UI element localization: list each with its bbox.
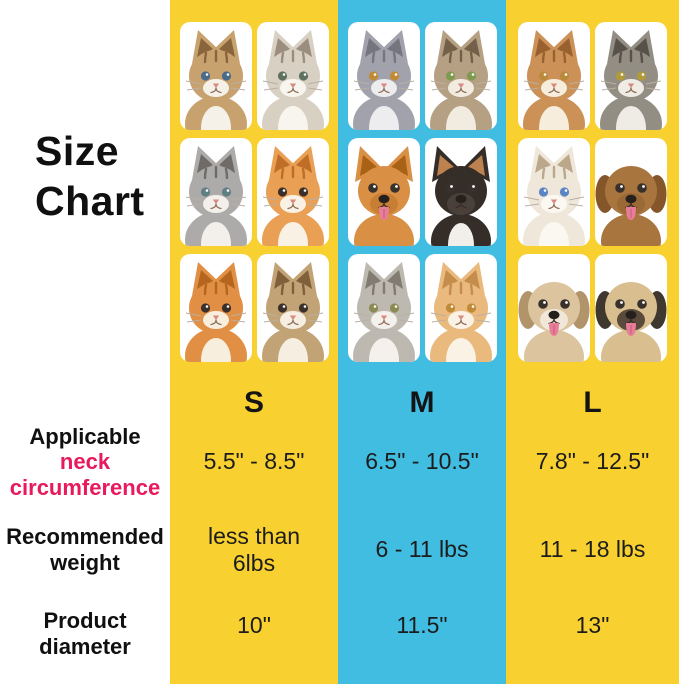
- pet-photo-havanese-puppy: [518, 254, 590, 362]
- pet-photo-silver-tabby-kitten: [256, 22, 329, 130]
- page-title: Size Chart: [35, 128, 145, 225]
- neck-label-line3: circumference: [9, 474, 161, 500]
- pet-photo-grid-l: [506, 22, 679, 362]
- pet-photo-toy-poodle: [595, 138, 667, 246]
- pet-photo-grid-m: [338, 22, 506, 362]
- size-letter-s: S: [243, 386, 264, 419]
- row-labels-column: Size Chart Applicable neck circumference…: [0, 0, 170, 684]
- pet-photo-ragdoll-cat: [518, 138, 590, 246]
- weight-value-s: less than 6lbs: [207, 522, 301, 576]
- pet-photo-brown-tabby-cat: [424, 22, 497, 130]
- neck-label-line1: Applicable: [29, 423, 141, 449]
- pet-photo-cream-tabby-cat: [424, 254, 497, 362]
- size-letter-l: L: [583, 386, 602, 419]
- pet-photo-grid-s: [170, 22, 338, 362]
- pet-photo-pomeranian: [347, 138, 420, 246]
- diameter-label: Product diameter: [39, 608, 131, 659]
- size-letter-m: M: [409, 386, 435, 419]
- size-column-l: L 7.8" - 12.5" 11 - 18 lbs 13": [506, 0, 679, 684]
- pet-photo-gray-tabby-cat: [347, 254, 420, 362]
- size-column-s: S 5.5" - 8.5" less than 6lbs 10": [170, 0, 338, 684]
- size-column-m: M 6.5" - 10.5" 6 - 11 lbs 11.5": [338, 0, 506, 684]
- pet-photo-orange-tabby-kitten: [256, 138, 329, 246]
- diameter-value-s: 10": [237, 612, 271, 639]
- pet-photo-fluffy-brown-kitten: [179, 22, 252, 130]
- pet-photo-gray-tabby-kitten: [179, 138, 252, 246]
- weight-value-l: 11 - 18 lbs: [539, 536, 646, 563]
- pet-photo-gray-british-shorthair: [347, 22, 420, 130]
- neck-value-s: 5.5" - 8.5": [203, 448, 305, 475]
- neck-value-l: 7.8" - 12.5": [535, 448, 650, 475]
- neck-circumference-label: Applicable neck circumference: [4, 424, 166, 500]
- pet-photo-pug: [595, 254, 667, 362]
- pet-photo-fluffy-ginger-cat: [518, 22, 590, 130]
- pet-photo-brown-tabby-kitten: [256, 254, 329, 362]
- pet-photo-ginger-kitten: [179, 254, 252, 362]
- weight-value-m: 6 - 11 lbs: [375, 536, 469, 563]
- neck-value-m: 6.5" - 10.5": [365, 448, 479, 475]
- neck-label-line2: neck: [59, 449, 111, 475]
- diameter-value-m: 11.5": [396, 612, 448, 639]
- weight-label: Recommended weight: [6, 524, 164, 575]
- pet-photo-chihuahua: [424, 138, 497, 246]
- pet-photo-maine-coon-cat: [595, 22, 667, 130]
- diameter-value-l: 13": [575, 612, 610, 639]
